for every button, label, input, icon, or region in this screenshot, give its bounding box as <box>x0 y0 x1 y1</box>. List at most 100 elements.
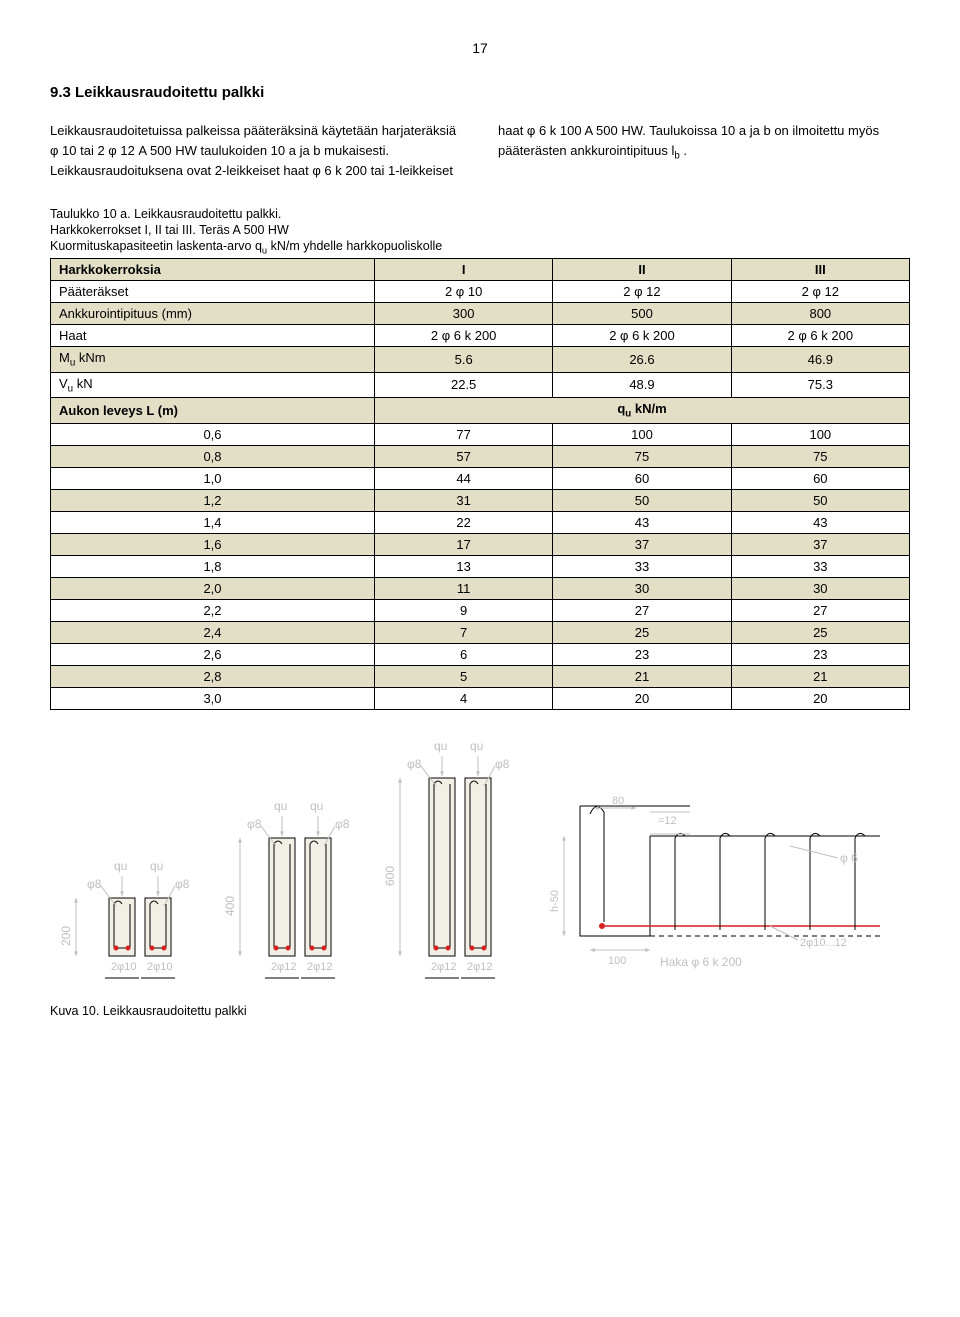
table-row: 1,2315050 <box>51 489 910 511</box>
table-row: 0,677100100 <box>51 423 910 445</box>
row-label-cell: 1,0 <box>51 467 375 489</box>
paragraph-right: haat φ 6 k 100 A 500 HW. Taulukoissa 10 … <box>498 121 910 181</box>
data-cell: 46.9 <box>731 346 909 372</box>
data-cell: 2 φ 6 k 200 <box>731 324 909 346</box>
row-label-cell: 2,4 <box>51 621 375 643</box>
data-cell: II <box>553 258 731 280</box>
table-row: Pääteräkset2 φ 102 φ 122 φ 12 <box>51 280 910 302</box>
data-cell: 30 <box>553 577 731 599</box>
data-cell: 22 <box>374 511 552 533</box>
table-row: Haat2 φ 6 k 2002 φ 6 k 2002 φ 6 k 200 <box>51 324 910 346</box>
table-row: 2,472525 <box>51 621 910 643</box>
data-cell: 37 <box>731 533 909 555</box>
svg-text:φ8: φ8 <box>335 817 350 831</box>
svg-text:φ8: φ8 <box>87 877 102 891</box>
svg-text:2φ12: 2φ12 <box>431 961 457 973</box>
table-row: 2,0113030 <box>51 577 910 599</box>
data-cell: 21 <box>553 665 731 687</box>
data-cell: 44 <box>374 467 552 489</box>
svg-text:φ8: φ8 <box>175 877 190 891</box>
svg-text:qu: qu <box>274 799 287 813</box>
table-row: 0,8577575 <box>51 445 910 467</box>
data-table: HarkkokerroksiaIIIIIIPääteräkset2 φ 102 … <box>50 258 910 710</box>
svg-text:100: 100 <box>608 955 626 967</box>
figure-svg: ququφ8φ82φ102φ10200ququφ8φ82φ122φ12400qu… <box>50 736 910 996</box>
section-title: 9.3 Leikkausraudoitettu palkki <box>50 84 910 101</box>
data-cell: 21 <box>731 665 909 687</box>
table-caption-line1: Taulukko 10 a. Leikkausraudoitettu palkk… <box>50 207 910 221</box>
svg-text:h-50: h-50 <box>549 890 561 912</box>
page-number: 17 <box>50 40 910 56</box>
svg-text:qu: qu <box>114 859 127 873</box>
svg-text:qu: qu <box>470 739 483 753</box>
data-cell: 2 φ 6 k 200 <box>553 324 731 346</box>
data-cell: 33 <box>731 555 909 577</box>
data-cell: 4 <box>374 687 552 709</box>
table-caption-line3: Kuormituskapasiteetin laskenta-arvo qu k… <box>50 239 910 256</box>
data-cell: 800 <box>731 302 909 324</box>
row-label-cell: Ankkurointipituus (mm) <box>51 302 375 324</box>
svg-text:φ8: φ8 <box>407 757 422 771</box>
data-cell: 75 <box>731 445 909 467</box>
svg-text:200: 200 <box>59 925 73 945</box>
table-row: Ankkurointipituus (mm)300500800 <box>51 302 910 324</box>
paragraph-left: Leikkausraudoitetuissa palkeissa pääterä… <box>50 121 462 181</box>
data-cell: 50 <box>731 489 909 511</box>
data-cell: 13 <box>374 555 552 577</box>
data-cell: 2 φ 12 <box>553 280 731 302</box>
svg-text:2φ10: 2φ10 <box>111 961 137 973</box>
svg-text:=12: =12 <box>658 815 677 827</box>
table-row: Aukon leveys L (m)qu kN/m <box>51 398 910 424</box>
data-cell: 26.6 <box>553 346 731 372</box>
table-row: 2,292727 <box>51 599 910 621</box>
table-row: 1,6173737 <box>51 533 910 555</box>
data-cell: 100 <box>731 423 909 445</box>
svg-text:qu: qu <box>150 859 163 873</box>
data-cell: 25 <box>553 621 731 643</box>
row-label-cell: 2,8 <box>51 665 375 687</box>
row-label-cell: 0,6 <box>51 423 375 445</box>
table-row: 1,4224343 <box>51 511 910 533</box>
row-label-cell: 2,6 <box>51 643 375 665</box>
svg-text:φ8: φ8 <box>247 817 262 831</box>
data-cell: 23 <box>553 643 731 665</box>
svg-text:80: 80 <box>612 795 624 807</box>
table-row: 1,8133333 <box>51 555 910 577</box>
data-cell: 31 <box>374 489 552 511</box>
data-cell: 20 <box>553 687 731 709</box>
svg-text:Haka φ 6 k 200: Haka φ 6 k 200 <box>660 955 742 969</box>
table-row: HarkkokerroksiaIIIIII <box>51 258 910 280</box>
table-row: Vu kN22.548.975.3 <box>51 372 910 398</box>
svg-text:φ8: φ8 <box>495 757 510 771</box>
data-cell: 9 <box>374 599 552 621</box>
row-label-cell: Mu kNm <box>51 346 375 372</box>
data-cell: 43 <box>731 511 909 533</box>
svg-text:2φ12: 2φ12 <box>467 961 493 973</box>
row-label-cell: Harkkokerroksia <box>51 258 375 280</box>
svg-text:600: 600 <box>383 865 397 885</box>
svg-text:qu: qu <box>310 799 323 813</box>
table-row: Mu kNm5.626.646.9 <box>51 346 910 372</box>
svg-text:2φ12: 2φ12 <box>271 961 297 973</box>
two-column-text: Leikkausraudoitetuissa palkeissa pääterä… <box>50 121 910 181</box>
data-cell: 33 <box>553 555 731 577</box>
svg-text:φ 6: φ 6 <box>840 851 858 865</box>
data-cell: 23 <box>731 643 909 665</box>
figure-area: ququφ8φ82φ102φ10200ququφ8φ82φ122φ12400qu… <box>50 736 910 996</box>
row-label-cell: 2,0 <box>51 577 375 599</box>
table-caption-line2: Harkkokerrokset I, II tai III. Teräs A 5… <box>50 223 910 237</box>
data-cell: 500 <box>553 302 731 324</box>
row-label-cell: Pääteräkset <box>51 280 375 302</box>
data-cell: 100 <box>553 423 731 445</box>
row-label-cell: 1,4 <box>51 511 375 533</box>
svg-text:2φ10: 2φ10 <box>147 961 173 973</box>
data-cell: I <box>374 258 552 280</box>
paragraph-right-text-1: haat φ 6 k 100 A 500 HW. Taulukoissa 10 … <box>498 123 879 158</box>
data-cell: 75 <box>553 445 731 467</box>
data-cell: 20 <box>731 687 909 709</box>
data-cell: 7 <box>374 621 552 643</box>
data-cell: 17 <box>374 533 552 555</box>
data-cell: 60 <box>553 467 731 489</box>
data-cell: 48.9 <box>553 372 731 398</box>
row-label-cell: 2,2 <box>51 599 375 621</box>
